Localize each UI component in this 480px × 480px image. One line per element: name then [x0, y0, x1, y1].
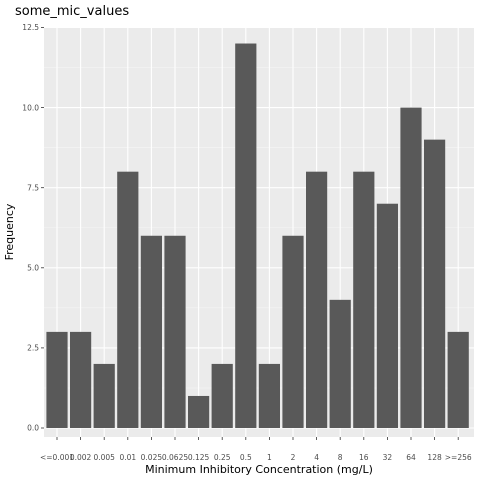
x-tick-label: 0.002 [70, 453, 92, 462]
bar [117, 171, 139, 428]
x-tick-label: 0.01 [119, 453, 136, 462]
x-tick-label: 0.125 [188, 453, 210, 462]
y-tick-label: 10.0 [22, 103, 39, 112]
x-tick-label: 2 [291, 453, 296, 462]
x-tick-label: 1 [267, 453, 272, 462]
x-tick-label: 0.005 [93, 453, 115, 462]
bar [306, 171, 328, 428]
bar [93, 363, 115, 428]
bar [70, 331, 92, 428]
bar [447, 331, 469, 428]
x-tick-label: 16 [359, 453, 369, 462]
y-tick-label: 2.5 [27, 344, 39, 353]
bar [164, 235, 186, 428]
bar [329, 299, 351, 428]
y-tick-label: 7.5 [27, 183, 39, 192]
bar [46, 331, 68, 428]
bar [258, 363, 280, 428]
bar-layer [46, 43, 469, 429]
x-tick-label: 0.25 [214, 453, 231, 462]
bar [424, 139, 446, 428]
y-tick-layer: 0.0 2.5 5.0 7.5 10.0 12.5 [22, 23, 44, 433]
x-tick-label: 64 [406, 453, 416, 462]
bar [353, 171, 375, 428]
bar [376, 203, 398, 428]
bar [235, 43, 257, 429]
y-tick-label: 0.0 [27, 424, 39, 433]
y-tick-label: 5.0 [27, 264, 39, 273]
x-tick-label: 32 [383, 453, 393, 462]
bar [211, 363, 233, 428]
chart-title: some_mic_values [15, 4, 129, 19]
x-tick-label: 4 [314, 453, 319, 462]
bar [400, 107, 422, 428]
x-axis-title: Minimum Inhibitory Concentration (mg/L) [145, 463, 373, 476]
y-axis-title: Frequency [3, 203, 16, 260]
x-tick-label: 128 [427, 453, 442, 462]
bar [282, 235, 304, 428]
x-tick-label: 0.025 [141, 453, 163, 462]
x-tick-label: 0.0625 [162, 453, 188, 462]
x-tick-label: 0.5 [240, 453, 252, 462]
x-tick-label: 8 [338, 453, 343, 462]
bar [140, 235, 162, 428]
y-tick-label: 12.5 [22, 23, 39, 32]
bar [188, 395, 210, 428]
x-tick-label: <=0.001 [40, 453, 74, 462]
x-tick-label: >=256 [445, 453, 472, 462]
